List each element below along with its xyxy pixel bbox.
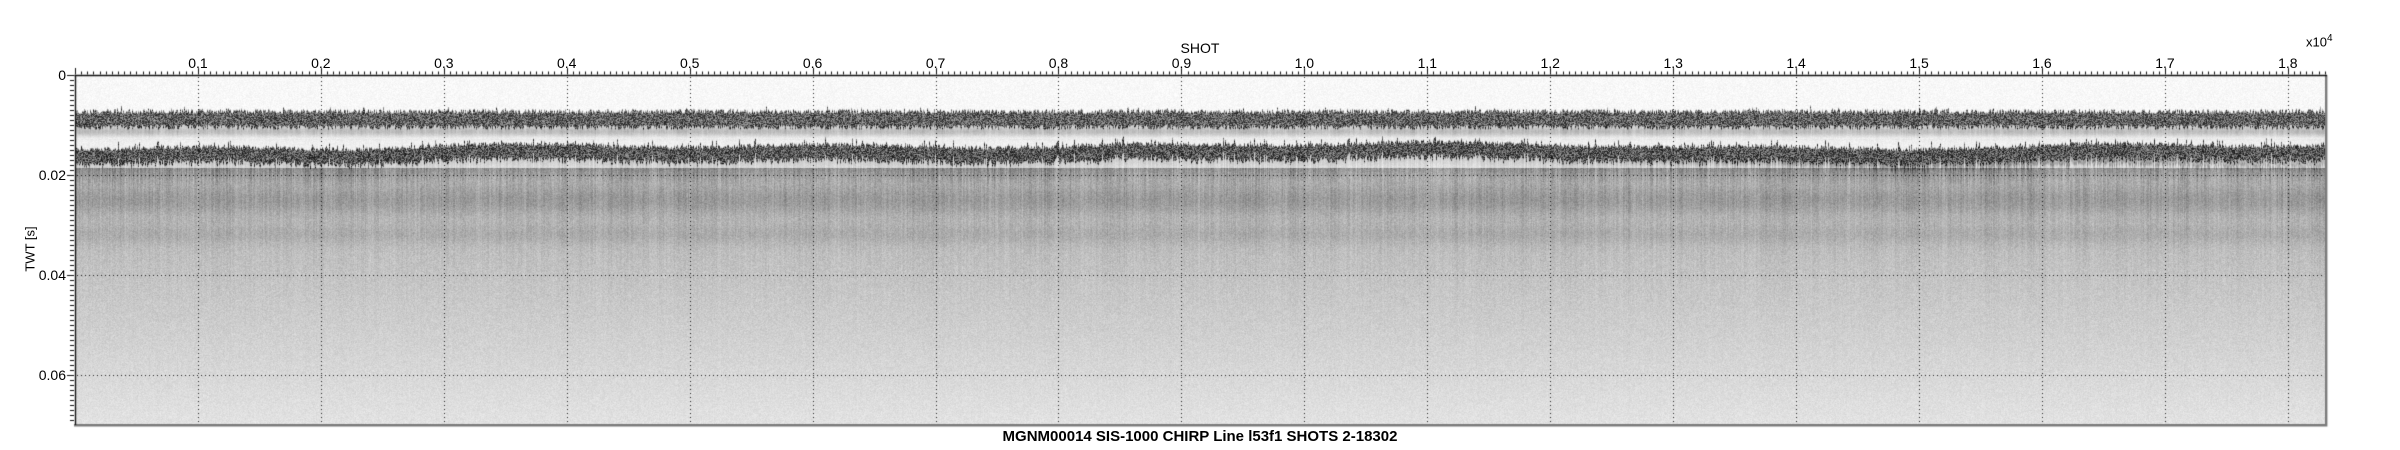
shot-axis-label: SHOT: [1180, 40, 1220, 56]
y-tick-label: 0.04: [38, 267, 66, 283]
twt-axis-label: TWT [s]: [22, 226, 38, 272]
x-tick-label: 0.5: [679, 55, 700, 71]
figure-title: MGNM00014 SIS-1000 CHIRP Line l53f1 SHOT…: [1002, 428, 1398, 445]
x-multiplier-base: x10: [2306, 34, 2327, 50]
x-tick-label: 1.7: [2155, 55, 2175, 71]
x-tick-label: 1.8: [2278, 55, 2298, 71]
x-tick-label: 0.3: [434, 55, 454, 71]
y-tick-label: 0.02: [38, 167, 66, 183]
x-tick-label: 0.7: [925, 55, 946, 71]
y-tick-label: 0.06: [38, 367, 66, 383]
x-tick-label: 1.3: [1663, 55, 1683, 71]
x-tick-label: 1.4: [1786, 55, 1806, 71]
x-tick-label: 0.2: [311, 55, 331, 71]
x-multiplier-exponent: 4: [2326, 33, 2333, 44]
y-tick-label: 0: [58, 67, 66, 83]
x-tick-label: 0.6: [802, 55, 823, 71]
x-tick-label: 1.6: [2032, 55, 2052, 71]
x-tick-label: 1.2: [1540, 55, 1560, 71]
x-axis-multiplier: x104: [2306, 33, 2333, 49]
x-tick-label: 0.9: [1171, 55, 1192, 71]
x-tick-label: 0.4: [557, 55, 577, 71]
x-tick-label: 0.8: [1048, 55, 1069, 71]
x-tick-label: 1.5: [1909, 55, 1929, 71]
x-tick-label: 0.1: [188, 55, 208, 71]
x-tick-label: 1.1: [1417, 55, 1438, 71]
x-tick-label: 1.0: [1294, 55, 1315, 71]
